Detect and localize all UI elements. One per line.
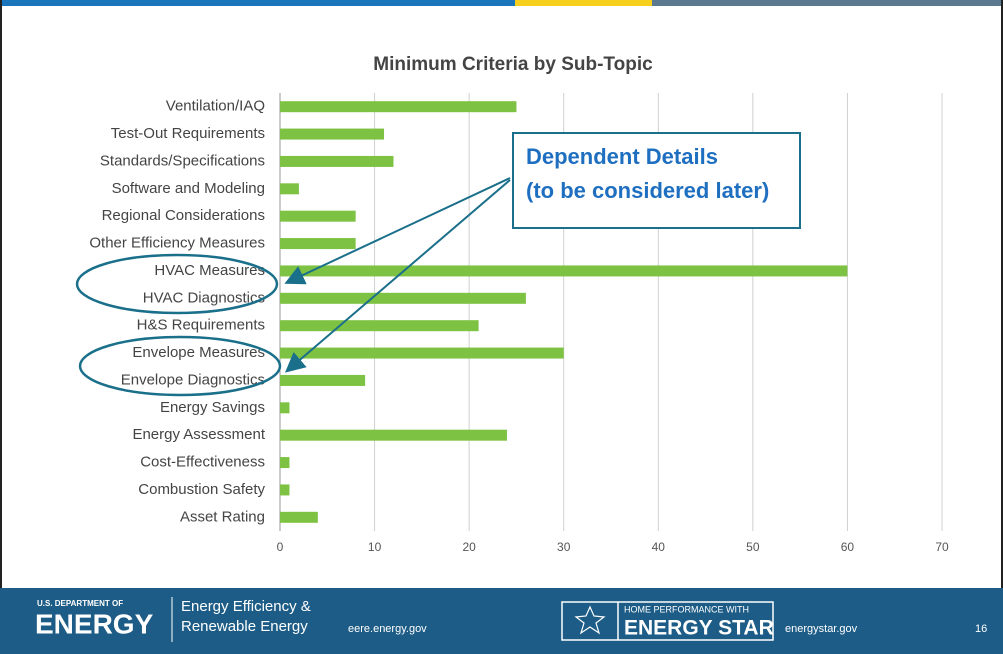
highlight-ellipse: [78, 335, 282, 397]
footer-text: Energy Efficiency &: [181, 598, 311, 615]
border: [0, 0, 2, 588]
x-tick-label: 50: [746, 540, 760, 554]
x-tick-label: 20: [462, 540, 476, 554]
bar: [280, 183, 299, 195]
y-tick-label: Cost-Effectiveness: [140, 454, 265, 471]
bar: [280, 101, 517, 113]
bar: [280, 402, 290, 414]
arrow: [284, 179, 511, 373]
footer-logo: ENERGY STAR: [624, 617, 774, 640]
footer-url: eere.energy.gov: [348, 623, 427, 635]
bar: [280, 155, 394, 167]
y-tick-label: Energy Assessment: [132, 426, 265, 443]
y-tick-label: Asset Rating: [180, 508, 265, 525]
annotation-text: Dependent Details: [526, 144, 718, 169]
y-tick-label: H&S Requirements: [137, 317, 265, 334]
bar: [280, 484, 290, 496]
top-stripe: [515, 0, 652, 6]
annotation-box: [512, 132, 801, 229]
bar: [280, 210, 356, 222]
footer: [0, 588, 1003, 654]
bar: [280, 292, 526, 304]
bar: [280, 347, 564, 359]
bar: [280, 511, 318, 523]
y-tick-label: HVAC Measures: [154, 262, 265, 279]
x-tick-label: 70: [935, 540, 949, 554]
top-stripe: [0, 0, 515, 6]
footer-text: HOME PERFORMANCE WITH: [624, 604, 749, 614]
footer-text: Renewable Energy: [181, 618, 308, 635]
footer-text: U.S. DEPARTMENT OF: [37, 599, 123, 608]
border: [1001, 0, 1003, 588]
y-tick-label: HVAC Diagnostics: [143, 289, 265, 306]
bar: [280, 320, 479, 332]
y-tick-label: Envelope Measures: [132, 344, 265, 361]
highlight-ellipse: [75, 253, 279, 315]
y-tick-label: Combustion Safety: [138, 481, 265, 498]
page-number: 16: [975, 623, 987, 635]
bar: [280, 374, 366, 386]
x-tick-label: 10: [368, 540, 382, 554]
y-tick-label: Standards/Specifications: [100, 152, 265, 169]
y-tick-label: Energy Savings: [160, 399, 265, 416]
x-tick-label: 60: [841, 540, 855, 554]
x-tick-label: 40: [652, 540, 666, 554]
bar: [280, 457, 290, 469]
y-tick-label: Regional Considerations: [102, 207, 265, 224]
y-tick-label: Software and Modeling: [112, 180, 265, 197]
bar: [280, 265, 848, 277]
bar: [280, 238, 356, 250]
star-icon: [574, 605, 606, 635]
chart-title: Minimum Criteria by Sub-Topic: [373, 54, 653, 75]
star-logo-box: [561, 601, 774, 641]
arrow: [284, 177, 511, 285]
annotation-text: (to be considered later): [526, 178, 769, 203]
y-tick-label: Ventilation/IAQ: [166, 98, 265, 115]
y-tick-label: Other Efficiency Measures: [89, 235, 265, 252]
footer-logo: ENERGY: [35, 608, 154, 639]
top-stripe: [652, 0, 1003, 6]
y-tick-label: Test-Out Requirements: [111, 125, 265, 142]
x-tick-label: 0: [277, 540, 284, 554]
bar: [280, 128, 385, 140]
x-tick-label: 30: [557, 540, 571, 554]
footer-url: energystar.gov: [785, 623, 858, 635]
y-tick-label: Envelope Diagnostics: [121, 371, 265, 388]
bar: [280, 429, 507, 441]
